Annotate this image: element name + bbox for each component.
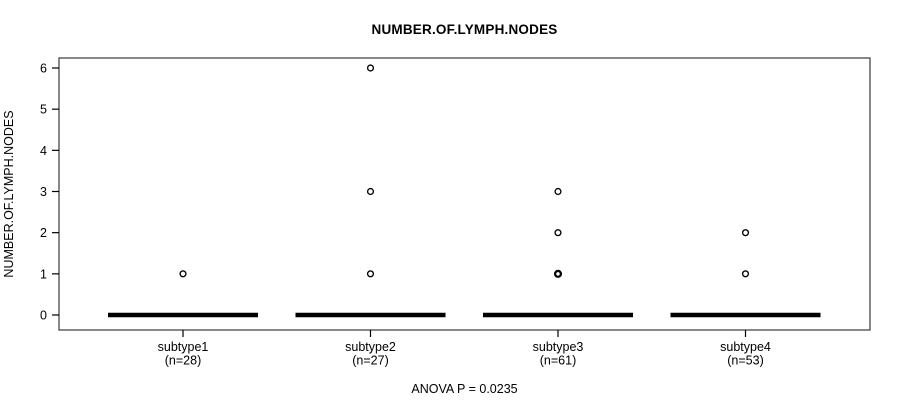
y-tick-label: 3 xyxy=(40,185,47,199)
outlier-point xyxy=(366,64,375,72)
x-tick-label-subtype: subtype1 xyxy=(158,340,209,354)
y-tick-label: 6 xyxy=(40,62,47,76)
y-tick-label: 4 xyxy=(40,144,47,158)
outlier-point xyxy=(554,187,562,196)
x-tick-label-n: (n=28) xyxy=(165,354,201,368)
y-tick-label: 5 xyxy=(40,103,47,117)
y-tick-label: 0 xyxy=(40,309,47,323)
outlier-point xyxy=(553,269,563,278)
chart-title: NUMBER.OF.LYMPH.NODES xyxy=(371,22,558,37)
x-tick-label-subtype: subtype2 xyxy=(345,340,396,354)
y-tick-label: 1 xyxy=(40,267,47,281)
x-tick-label-n: (n=27) xyxy=(352,354,388,368)
outlier-point xyxy=(366,270,375,278)
plot-frame xyxy=(58,57,871,331)
x-tick-label-subtype: subtype4 xyxy=(720,340,771,354)
x-tick-label-n: (n=61) xyxy=(540,354,576,368)
outlier-point xyxy=(554,229,562,237)
outlier-point xyxy=(366,187,375,196)
x-tick-label-subtype: subtype3 xyxy=(533,340,584,354)
outlier-point xyxy=(179,270,187,278)
x-tick-label-n: (n=53) xyxy=(727,354,763,368)
outlier-point xyxy=(741,270,750,278)
outlier-point xyxy=(741,229,750,237)
y-tick-label: 2 xyxy=(40,226,47,240)
anova-annotation: ANOVA P = 0.0235 xyxy=(411,382,518,396)
